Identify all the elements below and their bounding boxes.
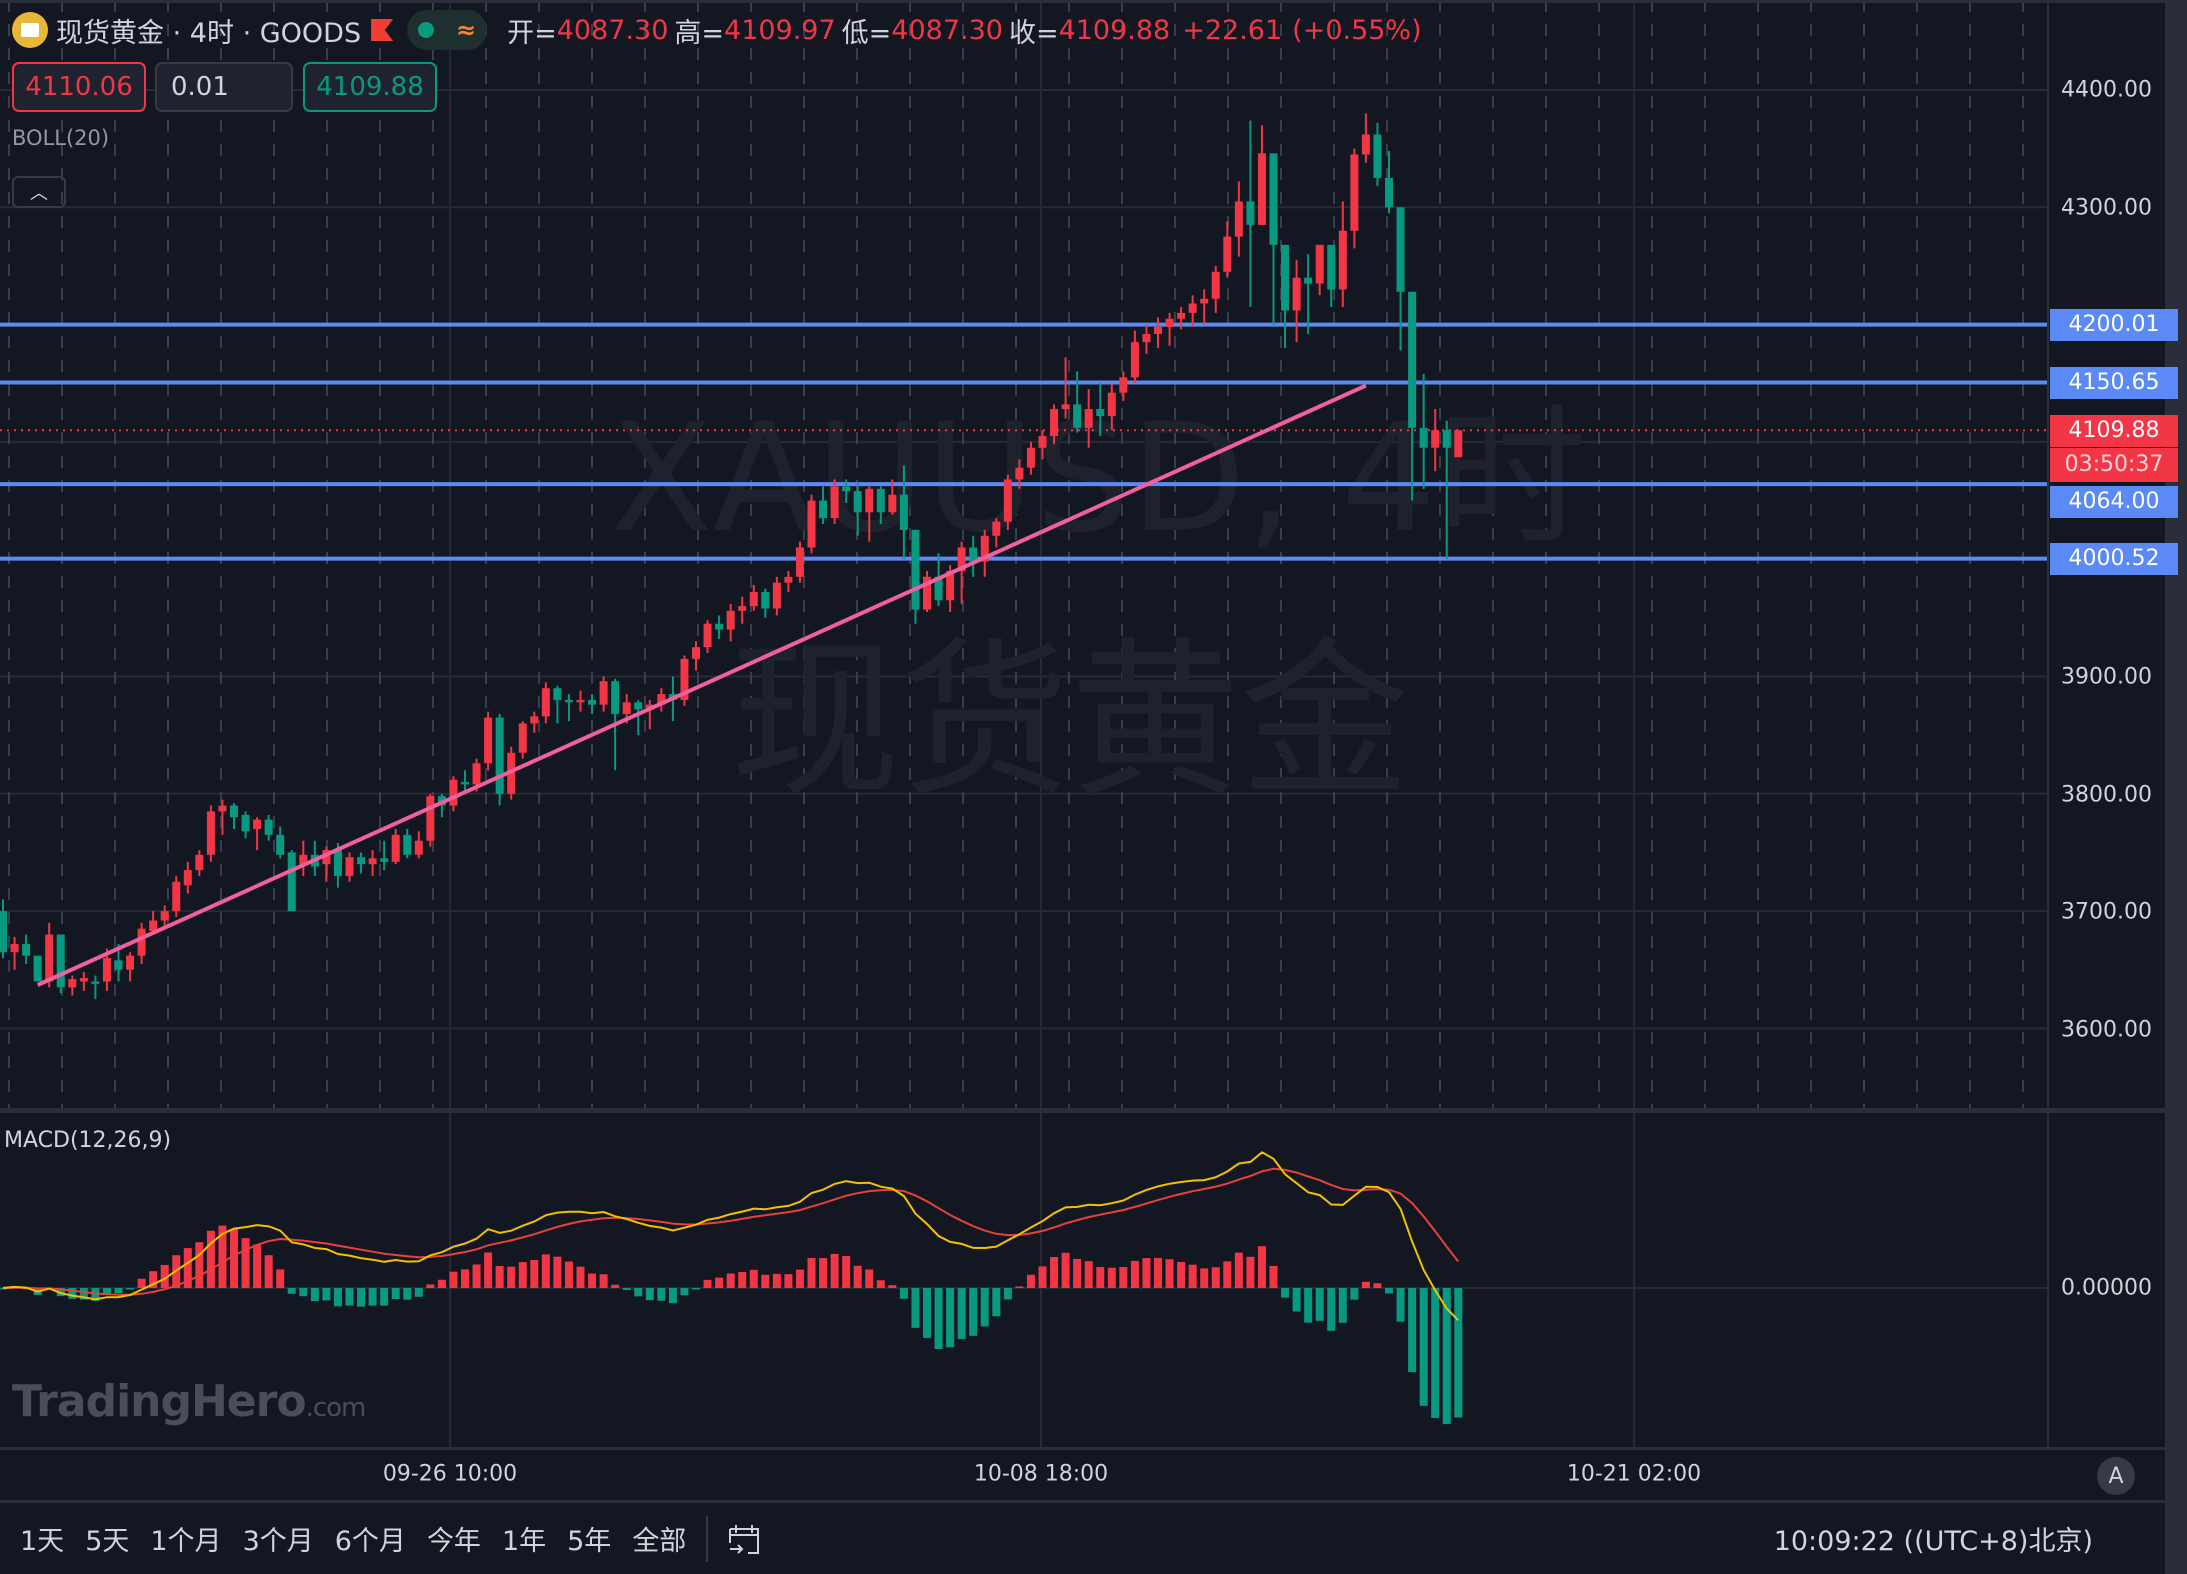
hline-tag-4064[interactable]: 4064.00 — [2050, 486, 2178, 518]
close-value: 4109.88 — [1058, 14, 1171, 46]
horizontal-price-lines[interactable] — [0, 322, 2048, 561]
tradinghero-watermark: TradingHero.com — [12, 1376, 367, 1427]
auto-scale-button[interactable]: A — [2097, 1457, 2135, 1495]
bottom-toolbar: 1天 5天 1个月 3个月 6个月 今年 1年 5年 全部 10:09:22 (… — [0, 1503, 2165, 1574]
trendline[interactable] — [36, 383, 1367, 987]
symbol-name: 现货黄金 — [56, 17, 164, 49]
high-label: 高= — [674, 17, 725, 49]
gold-bars-icon — [12, 12, 48, 48]
range-1d[interactable]: 1天 — [20, 1526, 65, 1557]
macd-zero-tick: 0.00000 — [2061, 1275, 2152, 1301]
high-value: 4109.97 — [724, 14, 836, 46]
price-tick: 4400.00 — [2061, 77, 2152, 103]
brand-name: TradingHero — [12, 1376, 307, 1427]
change-percent: (+0.55%) — [1292, 14, 1422, 46]
sell-button[interactable]: 4110.06 — [12, 62, 146, 112]
bottom-bar-border — [0, 1500, 2165, 1503]
timeframe: 4时 — [189, 17, 234, 49]
macd-pane — [0, 1151, 2048, 1425]
low-label: 低= — [841, 17, 892, 49]
quantity-input[interactable]: 0.01 — [155, 62, 293, 112]
price-tick: 3700.00 — [2061, 899, 2152, 925]
price-axis-border — [2047, 0, 2049, 1447]
bar-countdown: 03:50:37 — [2050, 448, 2178, 482]
market-open-dot-icon — [418, 22, 435, 38]
boll-indicator-label[interactable]: BOLL(20) — [12, 126, 110, 150]
exchange: GOODS — [259, 17, 362, 49]
close-label: 收= — [1008, 17, 1059, 49]
range-ytd[interactable]: 今年 — [426, 1526, 481, 1557]
time-tick: 09-26 10:00 — [382, 1461, 518, 1487]
top-border — [0, 0, 2165, 3]
chevron-up-icon: ︿ — [30, 183, 48, 204]
hline-tag-4200[interactable]: 4200.01 — [2050, 309, 2178, 341]
price-tick: 4300.00 — [2061, 195, 2152, 221]
macd-indicator-label[interactable]: MACD(12,26,9) — [4, 1128, 172, 1153]
price-tick: 3900.00 — [2061, 664, 2152, 690]
collapse-legend-button[interactable]: ︿ — [12, 176, 66, 208]
range-3m[interactable]: 3个月 — [242, 1526, 314, 1557]
time-tick: 10-21 02:00 — [1566, 1461, 1702, 1487]
low-value: 4087.30 — [891, 14, 1003, 46]
hline-tag-4150[interactable]: 4150.65 — [2050, 367, 2178, 399]
open-label: 开= — [507, 17, 557, 49]
hline-tag-4000[interactable]: 4000.52 — [2050, 543, 2178, 575]
time-tick: 10-08 18:00 — [973, 1461, 1109, 1487]
last-price-tag: 4109.88 — [2050, 415, 2178, 447]
range-6m[interactable]: 6个月 — [334, 1526, 406, 1557]
flag-icon[interactable] — [371, 19, 394, 41]
separator: · — [172, 17, 182, 49]
price-tick: 3800.00 — [2061, 782, 2152, 808]
brand-suffix: .com — [305, 1393, 367, 1423]
go-to-date-calendar-icon[interactable] — [726, 1521, 762, 1557]
toolbar-divider — [706, 1515, 709, 1562]
grid-lines — [0, 0, 2048, 1447]
range-5y[interactable]: 5年 — [567, 1526, 612, 1557]
market-status-pill[interactable]: ≈ — [407, 10, 488, 50]
range-all[interactable]: 全部 — [632, 1526, 687, 1557]
range-1m[interactable]: 1个月 — [150, 1526, 222, 1557]
range-5d[interactable]: 5天 — [85, 1526, 130, 1557]
open-value: 4087.30 — [556, 14, 669, 46]
delayed-data-icon: ≈ — [456, 16, 477, 44]
separator: · — [242, 17, 252, 49]
change-value: +22.61 — [1182, 14, 1283, 46]
range-1y[interactable]: 1年 — [501, 1526, 547, 1557]
timezone-clock[interactable]: 10:09:22 ((UTC+8)北京) — [1773, 1526, 2093, 1557]
pane-separator[interactable] — [0, 1108, 2165, 1113]
svg-text:XAUUSD, 4时: XAUUSD, 4时 — [610, 392, 1586, 566]
buy-button[interactable]: 4109.88 — [303, 62, 437, 112]
symbol-title[interactable]: 现货黄金 · 4时 · GOODS — [56, 11, 361, 50]
svg-text:现货黄金: 现货黄金 — [730, 623, 1410, 821]
time-axis-top-border — [0, 1447, 2165, 1450]
legend-header: 现货黄金 · 4时 · GOODS ≈ 开= 4087.30 高= 4109.97 … — [12, 8, 1422, 52]
price-tick: 3600.00 — [2061, 1017, 2152, 1043]
right-toolbar-strip[interactable] — [2165, 0, 2187, 1574]
